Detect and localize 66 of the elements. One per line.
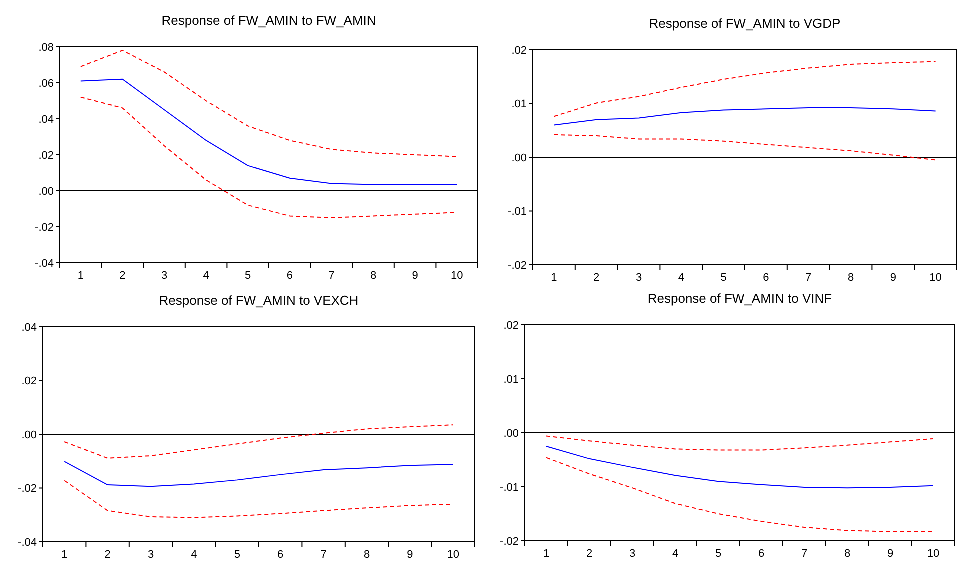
x-tick-label: 8 bbox=[364, 549, 370, 561]
y-tick-label: -.04 bbox=[35, 258, 54, 270]
y-tick-label: .02 bbox=[504, 320, 519, 332]
y-tick-label: .01 bbox=[512, 98, 527, 111]
x-tick-label: 10 bbox=[450, 270, 464, 282]
x-tick-label: 7 bbox=[801, 548, 808, 560]
x-tick-label: 1 bbox=[78, 270, 84, 282]
x-tick-label: 3 bbox=[161, 270, 168, 282]
y-tick-label: .08 bbox=[38, 42, 54, 54]
y-tick-label: .02 bbox=[38, 150, 54, 162]
x-tick-label: 8 bbox=[370, 270, 377, 282]
x-tick-label: 4 bbox=[191, 549, 198, 561]
y-tick-label: -.01 bbox=[508, 206, 527, 218]
y-tick-label: -.02 bbox=[18, 483, 37, 496]
chart-title: Response of FW_AMIN to FW_AMIN bbox=[162, 13, 376, 28]
x-tick-label: 2 bbox=[586, 548, 593, 560]
y-tick-label: .00 bbox=[504, 428, 519, 440]
x-tick-label: 9 bbox=[890, 272, 896, 284]
y-tick-label: -.02 bbox=[500, 536, 519, 548]
y-tick-label: -.01 bbox=[500, 482, 519, 494]
x-tick-label: 4 bbox=[678, 272, 684, 284]
x-tick-label: 10 bbox=[447, 549, 460, 561]
x-tick-label: 10 bbox=[930, 272, 942, 284]
y-tick-label: .00 bbox=[512, 152, 527, 164]
x-tick-label: 3 bbox=[636, 272, 642, 284]
y-tick-label: .00 bbox=[38, 186, 54, 198]
x-tick-label: 1 bbox=[543, 548, 550, 560]
x-tick-label: 2 bbox=[594, 272, 600, 284]
y-tick-label: .00 bbox=[22, 429, 37, 442]
x-tick-label: 5 bbox=[720, 272, 727, 284]
x-tick-label: 2 bbox=[120, 270, 126, 282]
x-tick-label: 6 bbox=[286, 270, 293, 282]
x-tick-label: 5 bbox=[715, 548, 722, 560]
y-tick-label: -.02 bbox=[35, 222, 54, 234]
x-tick-label: 3 bbox=[629, 548, 636, 560]
y-tick-label: .01 bbox=[504, 374, 519, 386]
y-tick-label: .02 bbox=[22, 376, 37, 388]
x-tick-label: 3 bbox=[148, 549, 154, 561]
x-tick-label: 7 bbox=[328, 270, 335, 282]
x-tick-label: 9 bbox=[407, 549, 414, 561]
chart-title: Response of FW_AMIN to VINF bbox=[648, 291, 832, 306]
x-tick-label: 8 bbox=[848, 272, 854, 284]
y-tick-label: -.02 bbox=[508, 260, 527, 272]
chart-title: Response of FW_AMIN to VGDP bbox=[649, 16, 841, 31]
x-tick-label: 4 bbox=[203, 270, 210, 282]
x-tick-label: 9 bbox=[887, 548, 894, 560]
y-tick-label: .04 bbox=[22, 322, 37, 334]
y-tick-label: -.04 bbox=[18, 536, 37, 549]
chart-title: Response of FW_AMIN to VEXCH bbox=[159, 293, 359, 308]
x-tick-label: 7 bbox=[806, 272, 812, 284]
x-tick-label: 2 bbox=[104, 549, 111, 561]
x-tick-label: 6 bbox=[758, 548, 765, 560]
x-tick-label: 5 bbox=[245, 270, 252, 282]
x-tick-label: 9 bbox=[412, 270, 418, 282]
x-tick-label: 1 bbox=[551, 272, 558, 284]
x-tick-label: 7 bbox=[320, 549, 327, 561]
x-tick-label: 1 bbox=[62, 549, 68, 561]
x-tick-label: 5 bbox=[234, 549, 240, 561]
x-tick-label: 10 bbox=[927, 548, 940, 560]
x-tick-label: 6 bbox=[763, 272, 770, 284]
x-tick-label: 6 bbox=[278, 549, 284, 561]
x-tick-label: 4 bbox=[672, 548, 679, 560]
y-tick-label: .02 bbox=[512, 44, 527, 57]
y-tick-label: .04 bbox=[38, 114, 54, 126]
y-tick-label: .06 bbox=[38, 78, 54, 90]
x-tick-label: 8 bbox=[844, 548, 851, 560]
